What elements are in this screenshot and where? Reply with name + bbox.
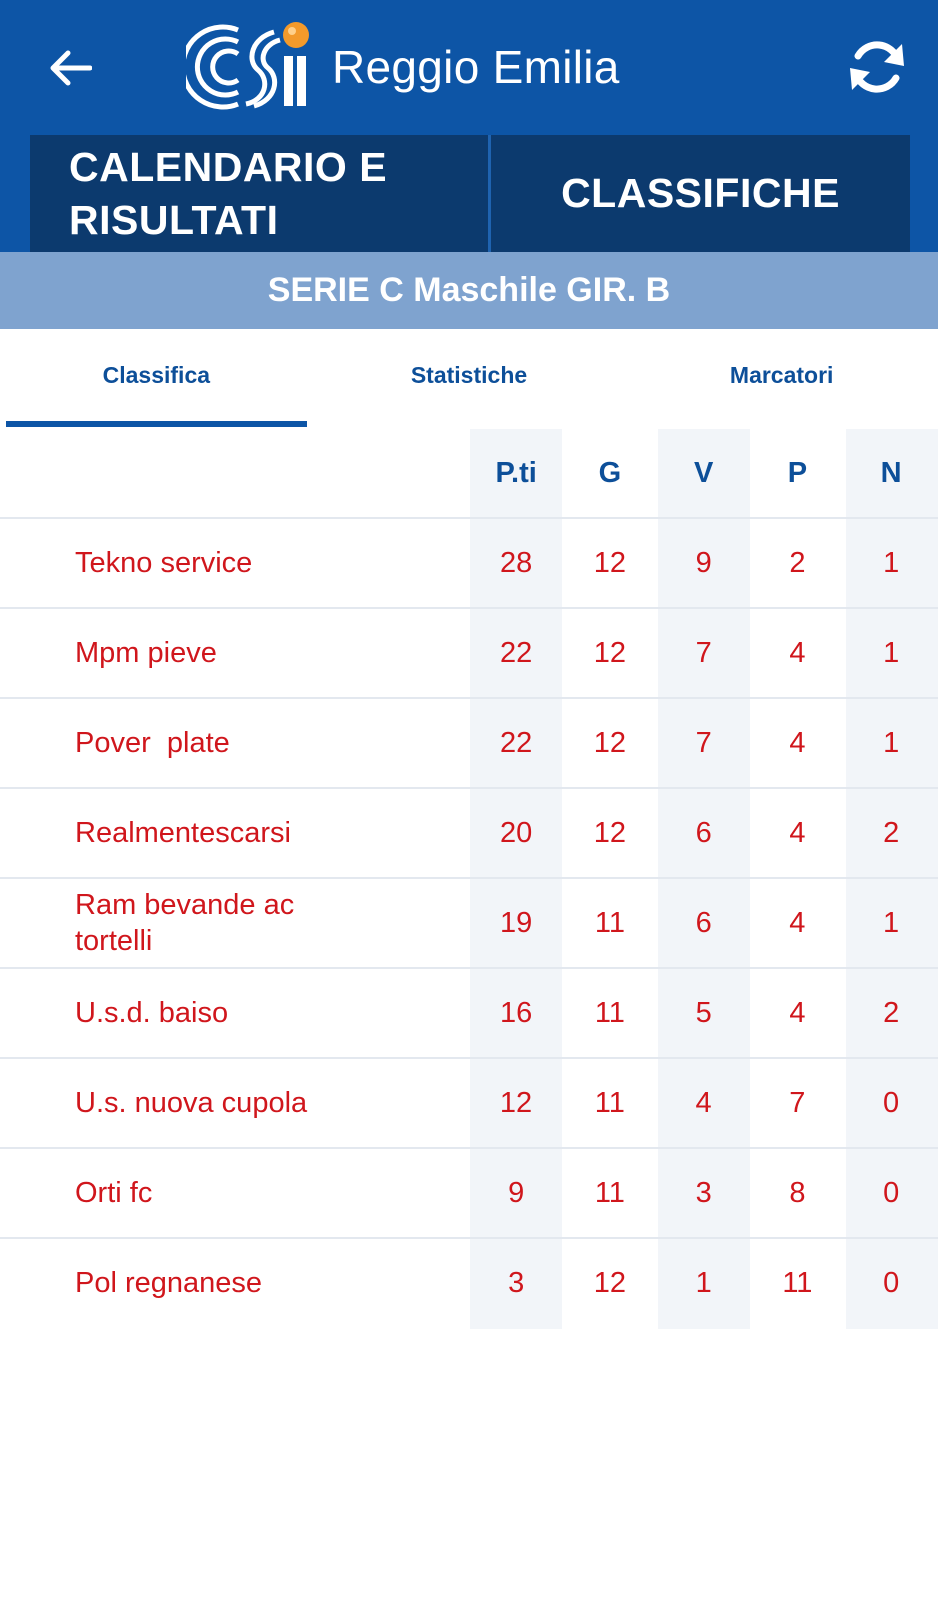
app-title: Reggio Emilia <box>332 41 620 93</box>
team-name: Pol regnanese <box>75 1267 263 1299</box>
team-name: Tekno service <box>75 547 253 579</box>
tab-bar: Classifica Statistiche Marcatori <box>0 329 938 429</box>
cell-drawn: 0 <box>883 1266 900 1299</box>
cell-played: 11 <box>594 906 625 939</box>
cell-drawn: 2 <box>883 816 900 849</box>
cell-played: 11 <box>594 996 625 1029</box>
main-nav: CALENDARIO E RISULTATI CLASSIFICHE <box>30 135 910 252</box>
table-row[interactable]: Tekno service 28 12 9 2 1 <box>0 517 938 607</box>
column-header-pti: P.ti <box>495 456 537 489</box>
cell-points: 20 <box>500 816 533 849</box>
refresh-icon <box>850 41 904 93</box>
arrow-left-icon <box>50 50 92 86</box>
cell-played: 12 <box>593 1266 627 1299</box>
column-header-g: G <box>598 456 622 489</box>
cell-points: 28 <box>500 546 533 579</box>
cell-lost: 4 <box>789 636 806 669</box>
app-header: Reggio Emilia CALENDARIO E RISULTATI CLA… <box>0 0 938 252</box>
cell-played: 11 <box>594 1086 625 1119</box>
cell-won: 3 <box>695 1176 712 1209</box>
column-shade <box>846 429 938 1329</box>
table-row[interactable]: Pover plate 22 12 7 4 1 <box>0 697 938 787</box>
cell-points: 9 <box>508 1176 525 1209</box>
cell-won: 6 <box>695 816 712 849</box>
column-shade <box>470 429 562 1329</box>
cell-lost: 4 <box>789 996 806 1029</box>
standings-table: P.ti G V P N Tekno service 28 12 9 2 1 M… <box>0 429 938 1329</box>
cell-lost: 8 <box>789 1176 806 1209</box>
cell-won: 1 <box>695 1266 712 1299</box>
table-row[interactable]: Realmentescarsi 20 12 6 4 2 <box>0 787 938 877</box>
cell-lost: 4 <box>789 726 806 759</box>
team-name: Mpm pieve <box>75 637 217 669</box>
cell-won: 4 <box>695 1086 712 1119</box>
nav-classifiche[interactable]: CLASSIFICHE <box>491 135 910 252</box>
cell-lost: 4 <box>789 816 806 849</box>
cell-played: 12 <box>593 726 627 759</box>
column-shade <box>658 429 750 1329</box>
series-title: SERIE C Maschile GIR. B <box>0 252 938 329</box>
team-name: Ram bevande ac tortelli <box>75 889 295 957</box>
tab-marcatori[interactable]: Marcatori <box>729 361 834 388</box>
cell-won: 7 <box>695 726 712 759</box>
cell-played: 12 <box>593 636 627 669</box>
nav-calendario-risultati[interactable]: CALENDARIO E RISULTATI <box>30 135 491 252</box>
team-name: Orti fc <box>75 1177 153 1209</box>
cell-drawn: 1 <box>883 546 900 579</box>
cell-drawn: 1 <box>883 636 900 669</box>
table-row[interactable]: U.s. nuova cupola 12 11 4 7 0 <box>0 1057 938 1147</box>
column-header-p: P <box>787 456 808 489</box>
tab-statistiche[interactable]: Statistiche <box>410 361 528 388</box>
table-row[interactable]: Orti fc 9 11 3 8 0 <box>0 1147 938 1237</box>
cell-won: 9 <box>695 546 712 579</box>
back-button[interactable] <box>40 38 100 98</box>
tab-classifica[interactable]: Classifica <box>0 329 313 429</box>
team-name: U.s. nuova cupola <box>75 1087 308 1119</box>
cell-lost: 7 <box>789 1086 806 1119</box>
cell-played: 11 <box>594 1176 625 1209</box>
team-name: Pover plate <box>75 727 230 759</box>
cell-played: 12 <box>593 816 627 849</box>
team-name: U.s.d. baiso <box>75 997 229 1029</box>
column-header-n: N <box>880 456 902 489</box>
cell-won: 6 <box>695 906 712 939</box>
cell-points: 19 <box>500 906 533 939</box>
cell-drawn: 1 <box>883 726 900 759</box>
cell-drawn: 1 <box>883 906 900 939</box>
cell-drawn: 2 <box>883 996 900 1029</box>
cell-points: 16 <box>500 996 533 1029</box>
cell-lost: 2 <box>789 546 806 579</box>
table-row[interactable]: Ram bevande ac tortelli 19 11 6 4 1 <box>0 877 938 967</box>
cell-points: 22 <box>500 636 533 669</box>
cell-lost: 4 <box>789 906 806 939</box>
cell-points: 3 <box>508 1266 525 1299</box>
table-header-row: P.ti G V P N <box>0 429 938 517</box>
cell-played: 12 <box>593 546 627 579</box>
table-row[interactable]: Pol regnanese 3 12 1 11 0 <box>0 1237 938 1327</box>
cell-won: 7 <box>695 636 712 669</box>
table-row[interactable]: U.s.d. baiso 16 11 5 4 2 <box>0 967 938 1057</box>
cell-drawn: 0 <box>883 1176 900 1209</box>
cell-drawn: 0 <box>883 1086 900 1119</box>
cell-lost: 11 <box>782 1266 813 1299</box>
cell-points: 22 <box>500 726 533 759</box>
cell-points: 12 <box>499 1086 533 1119</box>
refresh-button[interactable] <box>842 32 912 102</box>
team-name: Realmentescarsi <box>75 817 291 849</box>
csi-logo <box>186 22 309 110</box>
column-header-v: V <box>693 456 714 489</box>
cell-won: 5 <box>695 996 712 1029</box>
table-row[interactable]: Mpm pieve 22 12 7 4 1 <box>0 607 938 697</box>
